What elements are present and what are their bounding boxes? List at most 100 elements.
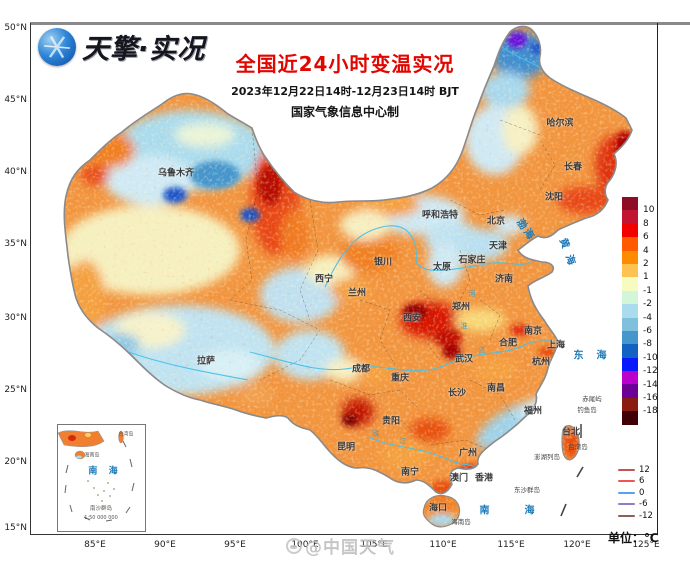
lat-tick-label: 40°N (4, 167, 27, 177)
sea-label: 东 海 (573, 350, 609, 362)
colorbar-segment (622, 357, 638, 372)
nine-dash-line (560, 466, 584, 517)
isoline-legend-entry: -6 (618, 499, 647, 509)
colorbar-segment (622, 371, 638, 385)
colorbar-segment (622, 304, 638, 318)
lat-tick-label: 20°N (4, 457, 27, 467)
lon-tick-label: 125°E (632, 540, 660, 550)
colorbar-segment (622, 397, 638, 412)
china-weather-icon (286, 537, 302, 554)
isoline-legend-entry: 0 (618, 488, 644, 498)
city-label: 福州 (523, 406, 543, 417)
colorbar-value-label: -14 (643, 379, 658, 390)
colorbar-segment (622, 197, 638, 211)
lat-tick-label: 50°N (4, 23, 27, 33)
colorbar-value-label: 4 (643, 245, 649, 256)
colorbar-value-label: -18 (643, 406, 658, 417)
lat-tick-label: 25°N (4, 385, 27, 395)
city-label: 拉萨 (196, 356, 216, 367)
city-label: 西安 (402, 313, 422, 324)
city-label: 石家庄 (458, 255, 486, 266)
river-label: 江 (399, 437, 407, 445)
city-label: 北京 (486, 216, 506, 227)
city-label: 南昌 (486, 383, 506, 394)
colorbar-value-label: -2 (643, 299, 652, 310)
inset-islands-label: 南沙群岛 (89, 506, 113, 512)
watermark: @中国天气 (286, 533, 395, 558)
city-label: 南京 (523, 326, 543, 337)
city-label: 香港 (474, 473, 494, 484)
watermark-text: @中国天气 (305, 538, 395, 558)
lon-tick-label: 105°E (360, 540, 388, 550)
city-label: 广州 (458, 448, 478, 459)
isoline-legend-entry: 12 (618, 465, 650, 475)
colorbar-segment (622, 263, 638, 278)
lon-tick-label: 100°E (291, 540, 319, 550)
city-label: 成都 (351, 364, 371, 375)
city-label: 武汉 (454, 354, 474, 365)
isoline-value-label: -12 (639, 510, 653, 521)
isoline-color-swatch (618, 491, 635, 494)
isoline-color-swatch (618, 480, 635, 483)
island-label: 钓鱼岛 (577, 406, 597, 414)
sea-label: 南 海 (479, 505, 537, 517)
river-label: 江 (478, 346, 486, 354)
isoline-value-label: -6 (639, 499, 648, 510)
city-label: 合肥 (498, 338, 518, 349)
lat-tick-label: 15°N (4, 523, 27, 533)
page-title: 全国近24小时变温实况 (235, 52, 455, 76)
city-label: 长沙 (447, 388, 467, 399)
colorbar-value-label: -4 (643, 312, 652, 323)
plot-top-border (30, 22, 690, 25)
colorbar-value-label: 6 (643, 232, 649, 243)
isoline-color-swatch (618, 514, 635, 517)
credit-line: 国家气象信息中心制 (290, 105, 399, 119)
colorbar-value-label: -6 (643, 326, 652, 336)
colorbar-value-label: 10 (643, 205, 655, 216)
lon-tick-label: 85°E (84, 540, 106, 550)
inset-hainan-label: 海南岛 (84, 452, 100, 459)
city-label: 南宁 (400, 467, 420, 478)
colorbar-segment (622, 223, 638, 238)
island-label: 赤尾屿 (582, 395, 602, 403)
island-label: 台湾岛 (568, 443, 588, 451)
colorbar-segment (622, 277, 638, 291)
isoline-legend-entry: 6 (618, 476, 644, 486)
province-borders (229, 119, 556, 451)
city-label: 台北 (561, 427, 581, 438)
colorbar-value-label: -12 (643, 366, 658, 377)
inset-scale-label: 1:50 000 000 (84, 515, 118, 521)
island-label: 东沙群岛 (514, 486, 540, 494)
city-label: 重庆 (390, 373, 410, 384)
lon-tick-label: 90°E (154, 540, 176, 550)
city-label: 海口 (428, 503, 448, 514)
colorbar-value-label: -10 (643, 352, 658, 363)
colorbar-value-label: 8 (643, 218, 649, 229)
city-label: 兰州 (347, 288, 367, 299)
city-label: 济南 (494, 274, 514, 285)
island-label: 澎湖列岛 (534, 453, 560, 461)
colorbar-segment (622, 411, 638, 425)
colorbar-segment (622, 384, 638, 398)
city-label: 银川 (373, 257, 393, 268)
time-range: 2023年12月22日14时-12月23日14时 BJT (231, 85, 459, 98)
colorbar-segment (622, 290, 638, 305)
isoline-color-swatch (618, 503, 635, 506)
colorbar-segment (622, 210, 638, 224)
city-label: 昆明 (336, 442, 356, 453)
city-label: 哈尔滨 (546, 118, 574, 129)
colorbar-value-label: 1 (643, 272, 649, 283)
colorbar-value-label: 2 (643, 259, 649, 269)
city-label: 澳门 (449, 473, 469, 484)
city-label: 杭州 (531, 357, 551, 368)
colorbar-segment (622, 237, 638, 251)
title-block: 全国近24小时变温实况 2023年12月22日14时-12月23日14时 BJT… (210, 48, 480, 120)
colorbar-segment (622, 250, 638, 264)
south-china-sea-inset: 南 海 台湾岛 海南岛 南沙群岛 1:50 000 000 (57, 424, 146, 532)
lon-tick-label: 120°E (563, 540, 591, 550)
river-label: 河 (468, 290, 476, 298)
globe-icon (38, 27, 76, 66)
colorbar-value-label: -1 (643, 285, 652, 296)
tianqing-logo: 天擎·实况 (38, 27, 205, 66)
